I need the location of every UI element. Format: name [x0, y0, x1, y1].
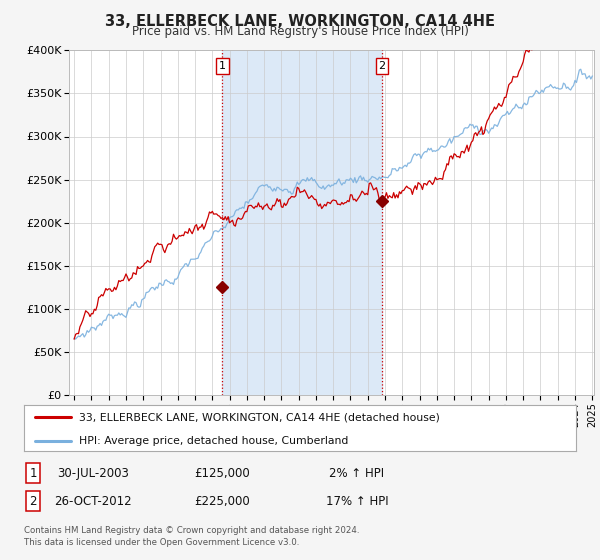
Bar: [223, 50, 382, 395]
Text: £125,000: £125,000: [194, 466, 250, 480]
Text: 30-JUL-2003: 30-JUL-2003: [57, 466, 129, 480]
Text: 1: 1: [219, 60, 226, 71]
Text: 1: 1: [29, 466, 37, 480]
Text: 2: 2: [29, 494, 37, 508]
Text: £225,000: £225,000: [194, 494, 250, 508]
Text: 2: 2: [379, 60, 386, 71]
Text: 26-OCT-2012: 26-OCT-2012: [54, 494, 132, 508]
Text: 33, ELLERBECK LANE, WORKINGTON, CA14 4HE (detached house): 33, ELLERBECK LANE, WORKINGTON, CA14 4HE…: [79, 412, 440, 422]
Text: Contains HM Land Registry data © Crown copyright and database right 2024.: Contains HM Land Registry data © Crown c…: [24, 526, 359, 535]
Text: This data is licensed under the Open Government Licence v3.0.: This data is licensed under the Open Gov…: [24, 538, 299, 547]
Text: 33, ELLERBECK LANE, WORKINGTON, CA14 4HE: 33, ELLERBECK LANE, WORKINGTON, CA14 4HE: [105, 14, 495, 29]
Text: HPI: Average price, detached house, Cumberland: HPI: Average price, detached house, Cumb…: [79, 436, 349, 446]
Text: 2% ↑ HPI: 2% ↑ HPI: [329, 466, 385, 480]
Text: Price paid vs. HM Land Registry's House Price Index (HPI): Price paid vs. HM Land Registry's House …: [131, 25, 469, 38]
Text: 17% ↑ HPI: 17% ↑ HPI: [326, 494, 388, 508]
